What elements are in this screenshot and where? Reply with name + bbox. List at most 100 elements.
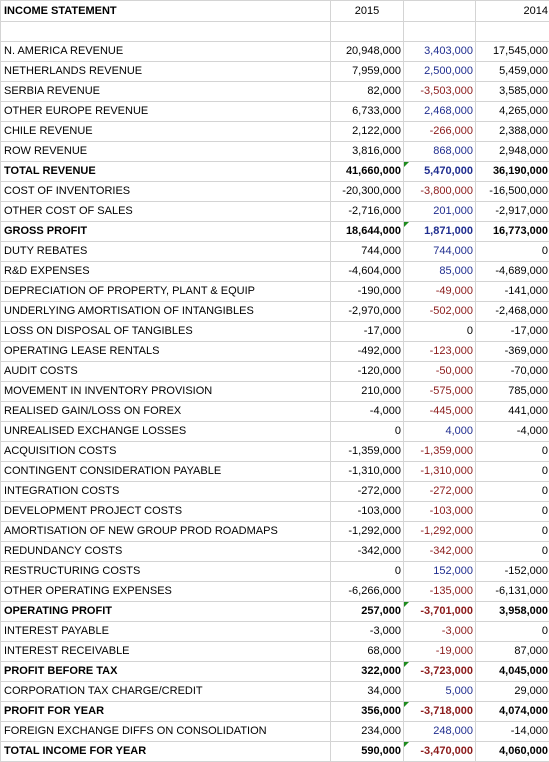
value-2015[interactable]: 6,733,000 <box>330 101 404 122</box>
value-change[interactable]: 2,468,000 <box>403 101 476 122</box>
row-label[interactable]: INTEREST RECEIVABLE <box>0 641 331 662</box>
row-label[interactable]: AUDIT COSTS <box>0 361 331 382</box>
value-2015[interactable]: -190,000 <box>330 281 404 302</box>
value-2014[interactable]: 3,585,000 <box>475 81 549 102</box>
value-2014[interactable]: 785,000 <box>475 381 549 402</box>
row-label[interactable]: ACQUISITION COSTS <box>0 441 331 462</box>
value-change[interactable]: -445,000 <box>403 401 476 422</box>
value-2015[interactable]: 2,122,000 <box>330 121 404 142</box>
value-2014[interactable]: -4,000 <box>475 421 549 442</box>
row-label[interactable]: SERBIA REVENUE <box>0 81 331 102</box>
value-change[interactable]: 5,470,000 <box>403 161 476 182</box>
value-2015[interactable]: 0 <box>330 421 404 442</box>
value-change[interactable]: -123,000 <box>403 341 476 362</box>
value-2015[interactable]: 356,000 <box>330 701 404 722</box>
table-title[interactable]: INCOME STATEMENT <box>0 0 331 22</box>
empty-cell[interactable] <box>475 21 549 42</box>
row-label[interactable]: INTEGRATION COSTS <box>0 481 331 502</box>
value-change[interactable]: -135,000 <box>403 581 476 602</box>
value-2014[interactable]: 0 <box>475 461 549 482</box>
value-2015[interactable]: 20,948,000 <box>330 41 404 62</box>
value-2015[interactable]: 590,000 <box>330 741 404 762</box>
row-label[interactable]: TOTAL INCOME FOR YEAR <box>0 741 331 762</box>
value-2014[interactable]: 0 <box>475 541 549 562</box>
value-2015[interactable]: 41,660,000 <box>330 161 404 182</box>
value-2015[interactable]: 0 <box>330 561 404 582</box>
value-2014[interactable]: -2,917,000 <box>475 201 549 222</box>
value-change[interactable]: -19,000 <box>403 641 476 662</box>
value-2014[interactable]: 0 <box>475 621 549 642</box>
value-2015[interactable]: -1,359,000 <box>330 441 404 462</box>
value-2015[interactable]: 744,000 <box>330 241 404 262</box>
value-change[interactable]: 868,000 <box>403 141 476 162</box>
value-2014[interactable]: 0 <box>475 441 549 462</box>
value-change[interactable]: -342,000 <box>403 541 476 562</box>
value-change[interactable]: 3,403,000 <box>403 41 476 62</box>
value-2014[interactable]: -17,000 <box>475 321 549 342</box>
value-change[interactable]: 0 <box>403 321 476 342</box>
value-change[interactable]: 248,000 <box>403 721 476 742</box>
value-2015[interactable]: 82,000 <box>330 81 404 102</box>
value-change[interactable]: -502,000 <box>403 301 476 322</box>
value-2015[interactable]: 34,000 <box>330 681 404 702</box>
value-2015[interactable]: 68,000 <box>330 641 404 662</box>
value-2014[interactable]: 441,000 <box>475 401 549 422</box>
value-2014[interactable]: -16,500,000 <box>475 181 549 202</box>
value-2015[interactable]: -6,266,000 <box>330 581 404 602</box>
value-2014[interactable]: 3,958,000 <box>475 601 549 622</box>
value-2015[interactable]: -17,000 <box>330 321 404 342</box>
value-2014[interactable]: -70,000 <box>475 361 549 382</box>
value-2015[interactable]: 3,816,000 <box>330 141 404 162</box>
value-change[interactable]: -103,000 <box>403 501 476 522</box>
empty-cell[interactable] <box>330 21 404 42</box>
row-label[interactable]: DUTY REBATES <box>0 241 331 262</box>
value-2014[interactable]: -6,131,000 <box>475 581 549 602</box>
value-2015[interactable]: -3,000 <box>330 621 404 642</box>
value-2014[interactable]: 0 <box>475 521 549 542</box>
value-change[interactable]: -49,000 <box>403 281 476 302</box>
value-change[interactable]: 152,000 <box>403 561 476 582</box>
value-2015[interactable]: -4,000 <box>330 401 404 422</box>
value-2014[interactable]: 4,060,000 <box>475 741 549 762</box>
value-2015[interactable]: -103,000 <box>330 501 404 522</box>
row-label[interactable]: OTHER COST OF SALES <box>0 201 331 222</box>
value-2015[interactable]: -20,300,000 <box>330 181 404 202</box>
value-2015[interactable]: 322,000 <box>330 661 404 682</box>
value-change[interactable]: -3,000 <box>403 621 476 642</box>
value-2015[interactable]: 7,959,000 <box>330 61 404 82</box>
row-label[interactable]: DEVELOPMENT PROJECT COSTS <box>0 501 331 522</box>
column-header-2015[interactable]: 2015 <box>330 0 404 22</box>
column-header-2014[interactable]: 2014 <box>475 0 549 22</box>
value-2014[interactable]: 87,000 <box>475 641 549 662</box>
value-2014[interactable]: 2,948,000 <box>475 141 549 162</box>
value-2015[interactable]: -342,000 <box>330 541 404 562</box>
value-2014[interactable]: -152,000 <box>475 561 549 582</box>
row-label[interactable]: GROSS PROFIT <box>0 221 331 242</box>
row-label[interactable]: LOSS ON DISPOSAL OF TANGIBLES <box>0 321 331 342</box>
value-change[interactable]: 201,000 <box>403 201 476 222</box>
row-label[interactable]: OTHER EUROPE REVENUE <box>0 101 331 122</box>
value-2015[interactable]: 210,000 <box>330 381 404 402</box>
value-2014[interactable]: 4,074,000 <box>475 701 549 722</box>
value-change[interactable]: -50,000 <box>403 361 476 382</box>
column-header-change[interactable] <box>403 0 476 22</box>
row-label[interactable]: PROFIT FOR YEAR <box>0 701 331 722</box>
value-2014[interactable]: -14,000 <box>475 721 549 742</box>
value-change[interactable]: -3,718,000 <box>403 701 476 722</box>
value-2014[interactable]: -2,468,000 <box>475 301 549 322</box>
value-2015[interactable]: -1,292,000 <box>330 521 404 542</box>
row-label[interactable]: N. AMERICA REVENUE <box>0 41 331 62</box>
value-2015[interactable]: -492,000 <box>330 341 404 362</box>
value-2015[interactable]: -2,970,000 <box>330 301 404 322</box>
value-2015[interactable]: 18,644,000 <box>330 221 404 242</box>
value-change[interactable]: -3,503,000 <box>403 81 476 102</box>
value-2014[interactable]: -369,000 <box>475 341 549 362</box>
value-2014[interactable]: -141,000 <box>475 281 549 302</box>
value-2015[interactable]: -4,604,000 <box>330 261 404 282</box>
value-2014[interactable]: 5,459,000 <box>475 61 549 82</box>
value-2015[interactable]: 257,000 <box>330 601 404 622</box>
value-change[interactable]: -3,470,000 <box>403 741 476 762</box>
row-label[interactable]: COST OF INVENTORIES <box>0 181 331 202</box>
row-label[interactable]: OPERATING PROFIT <box>0 601 331 622</box>
row-label[interactable]: UNREALISED EXCHANGE LOSSES <box>0 421 331 442</box>
